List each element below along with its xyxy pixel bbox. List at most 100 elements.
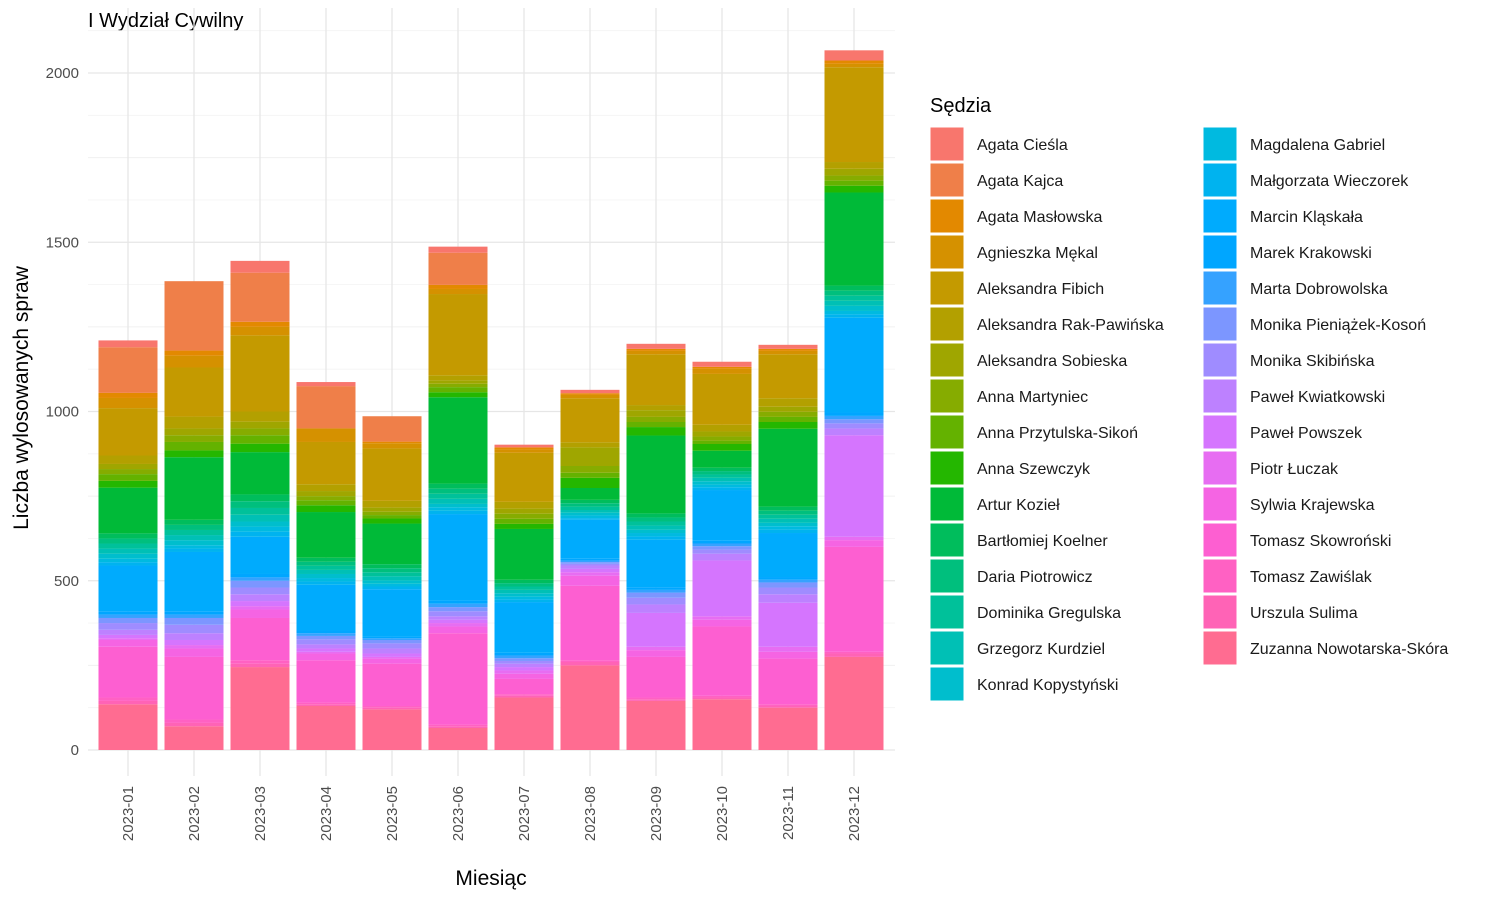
bar-segment [560,572,620,576]
legend-label: Małgorzata Wieczorek [1250,173,1409,190]
bar-segment [560,665,620,750]
y-axis-title: Liczba wylosowanych spraw [10,265,33,530]
legend-label: Paweł Kwiatkowski [1250,389,1385,406]
bar-segment [692,543,752,547]
bar-column-2023-06 [428,246,488,750]
bar-segment [362,500,422,508]
bar-segment [98,623,158,630]
bar-segment [428,387,488,393]
bar-segment [494,596,554,600]
legend-item: Dominika Gregulska [929,594,1121,630]
bar-segment [98,553,158,559]
bar-segment [692,699,752,750]
bar-segment [758,506,818,511]
bar-segment [164,355,224,368]
bar-segment [494,444,554,448]
bar-segment [560,465,620,473]
bar-segment [296,635,356,640]
bar-segment [494,518,554,524]
bar-segment [164,624,224,634]
bar-segment [758,587,818,595]
legend-key [1202,558,1238,594]
bar-segment [560,558,620,561]
bar-segment [494,655,554,659]
bar-segment [98,455,158,464]
bar-segment [98,646,158,698]
x-tick-label: 2023-03 [252,786,269,841]
bar-segment [164,648,224,657]
bar-segment [362,511,422,516]
legend-label: Artur Kozieł [977,497,1060,514]
bar-segment [296,386,356,429]
x-tick-label: 2023-08 [582,786,599,841]
bar-segment [296,500,356,506]
bar-segment [758,411,818,417]
legend-key [929,558,965,594]
bar-segment [626,533,686,537]
bar-segment [692,424,752,432]
bar-segment [164,633,224,640]
bar-segment [824,63,884,68]
bar-segment [164,519,224,525]
bar-segment [758,421,818,429]
bar-segment [626,348,686,351]
bar-segment [230,660,290,664]
bar-segment [626,427,686,436]
bar-segment [560,488,620,500]
bar-segment [428,246,488,253]
bar-segment [296,578,356,582]
bar-segment [758,705,818,708]
bar-segment [296,561,356,566]
bar-segment [296,639,356,645]
bar-segment [494,528,554,580]
bar-segment [296,491,356,497]
legend-label: Daria Piotrowicz [977,569,1093,586]
bar-segment [428,726,488,728]
bar-segment [824,317,884,413]
bar-segment [428,600,488,604]
legend-item: Agnieszka Mękal [929,234,1098,270]
bar-segment [98,538,158,544]
bar-segment [98,611,158,615]
y-tick-label: 500 [54,573,79,590]
bar-segment [428,607,488,612]
bar-segment [164,639,224,646]
bar-segment [230,421,290,429]
y-tick-label: 1000 [46,404,79,421]
bar-segment [824,540,884,547]
y-tick-label: 2000 [46,65,79,82]
y-axis-ticks: 0 500 1000 1500 2000 [46,65,79,759]
bar-segment [692,695,752,698]
bar-column-2023-09 [626,343,686,750]
legend-key [929,630,965,666]
bar-segment [560,512,620,516]
bar-segment [428,383,488,388]
bar-segment [758,348,818,351]
legend-item: Zuzanna Nowotarska-Skóra [1202,630,1448,666]
bar-segment [626,699,686,701]
bar-segment [230,573,290,578]
bar-segment [296,633,356,636]
bar-segment [230,260,290,273]
bar-segment [494,508,554,514]
bar-segment [98,463,158,470]
bar-segment [494,447,554,450]
legend-key [929,234,965,270]
legend-item: Agata Kajca [929,162,1063,198]
bar-segment [824,536,884,541]
bar-segment [560,506,620,511]
bar-segment [98,565,158,612]
bar-segment [98,614,158,618]
legend-item: Daria Piotrowicz [929,558,1093,594]
x-tick-label: 2023-12 [846,786,863,841]
bar-segment [824,423,884,429]
legend-item: Anna Przytulska-Sikoń [929,414,1138,450]
bar-column-2023-02 [164,281,224,750]
bar-segment [758,582,818,588]
legend-key [929,522,965,558]
x-tick-label: 2023-01 [120,786,137,841]
bar-segment [824,656,884,750]
bar-segment [758,522,818,527]
bar-segment [494,678,554,695]
bar-segment [428,392,488,398]
